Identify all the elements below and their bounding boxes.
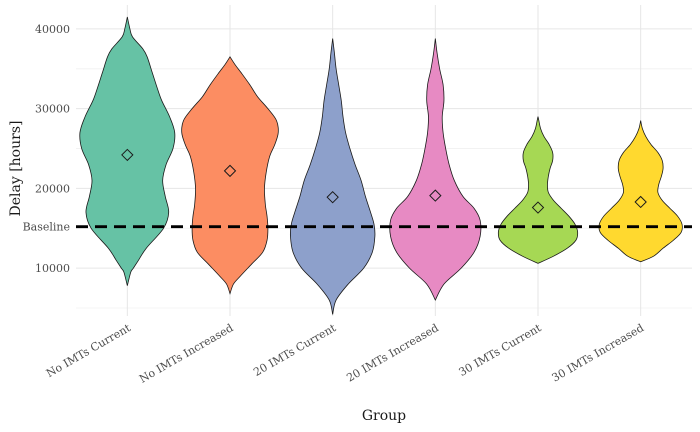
- baseline-label: Baseline: [23, 221, 70, 234]
- violin-layer: [79, 16, 683, 315]
- mean-marker-4: [429, 189, 442, 202]
- x-tick-label: 20 IMTs Current: [251, 321, 338, 379]
- x-tick-label: No IMTs Increased: [137, 321, 235, 385]
- y-axis-title: Delay [hours]: [8, 121, 24, 217]
- violin-5: [497, 116, 579, 264]
- violin-2: [181, 56, 279, 295]
- y-tick-label: 20000: [35, 182, 70, 195]
- violin-3: [289, 38, 376, 315]
- mean-marker-6: [634, 195, 647, 209]
- mean-layer: [121, 148, 647, 214]
- mean-marker-2: [223, 164, 237, 178]
- x-tick-label: 30 IMTs Increased: [550, 321, 646, 384]
- x-tick-label: No IMTs Current: [44, 321, 133, 380]
- violin-4: [389, 38, 482, 301]
- y-tick-label: 30000: [35, 103, 70, 116]
- mean-marker-3: [326, 190, 339, 204]
- violin-1: [79, 16, 176, 286]
- x-tick-label: 20 IMTs Increased: [344, 321, 440, 384]
- y-tick-labels: 10000 20000 30000 40000: [35, 23, 70, 275]
- mean-marker-5: [531, 201, 545, 214]
- y-tick-label: 10000: [35, 262, 70, 275]
- x-tick-label: 30 IMTs Current: [457, 321, 544, 379]
- violin-6: [598, 120, 683, 263]
- grid-layer: [76, 5, 692, 316]
- mean-marker-1: [121, 148, 134, 162]
- x-tick-labels: No IMTs Current No IMTs Increased 20 IMTs …: [44, 321, 646, 386]
- y-tick-label: 40000: [35, 23, 70, 36]
- x-axis-title: Group: [362, 408, 406, 424]
